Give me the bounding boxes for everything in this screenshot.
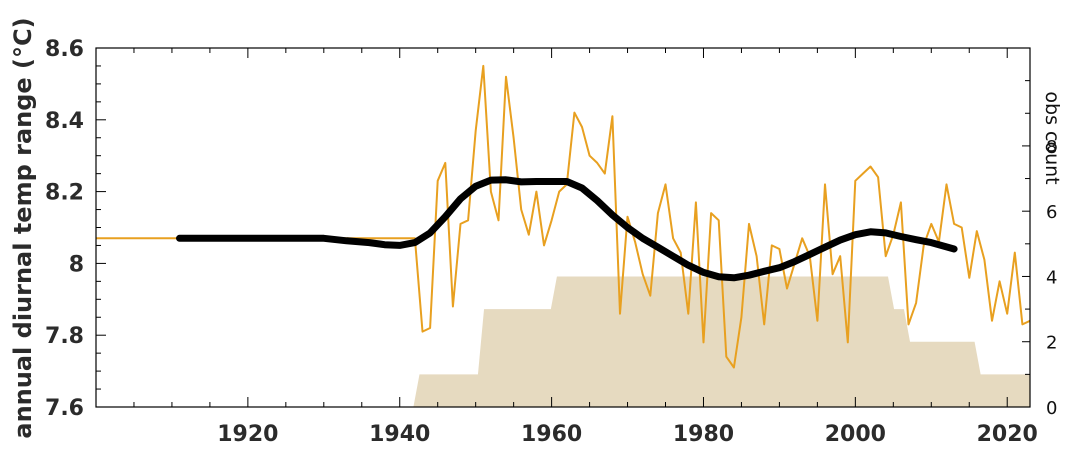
y-tick-label: 8.6	[45, 37, 84, 62]
x-tick-label: 1940	[369, 422, 430, 447]
y-axis-left: 7.6 7.8 8 8.2 8.4 8.6	[45, 37, 106, 421]
y2-tick-label: 0	[1046, 398, 1057, 419]
y-axis-label: annual diurnal temp range (°C)	[9, 17, 37, 438]
y2-tick-label: 2	[1046, 333, 1057, 354]
x-tick-label: 2020	[977, 422, 1038, 447]
x-axis: 1920 1940 1960 1980 2000 2020	[133, 48, 1038, 447]
obs-count-area-layer	[413, 276, 1030, 407]
x-tick-label: 1960	[521, 422, 582, 447]
obs-count-area	[413, 276, 1030, 407]
y2-axis-label: obs count	[1041, 91, 1063, 184]
x-tick-label: 1920	[217, 422, 278, 447]
y-tick-label: 7.6	[45, 396, 84, 421]
y2-tick-label: 6	[1046, 202, 1057, 223]
y-axis-right: 0 2 4 6 8	[1022, 80, 1057, 419]
smoothed-series-layer	[176, 176, 958, 282]
y-tick-label: 8.2	[45, 181, 84, 206]
y-tick-label: 7.8	[45, 324, 84, 349]
y2-tick-label: 8	[1046, 137, 1057, 158]
y2-tick-label: 4	[1046, 267, 1057, 288]
y-tick-label: 8.4	[45, 109, 84, 134]
x-tick-label: 2000	[825, 422, 886, 447]
smoothed-trend-line	[176, 176, 958, 282]
x-tick-label: 1980	[673, 422, 734, 447]
y-tick-label: 8	[69, 252, 84, 277]
